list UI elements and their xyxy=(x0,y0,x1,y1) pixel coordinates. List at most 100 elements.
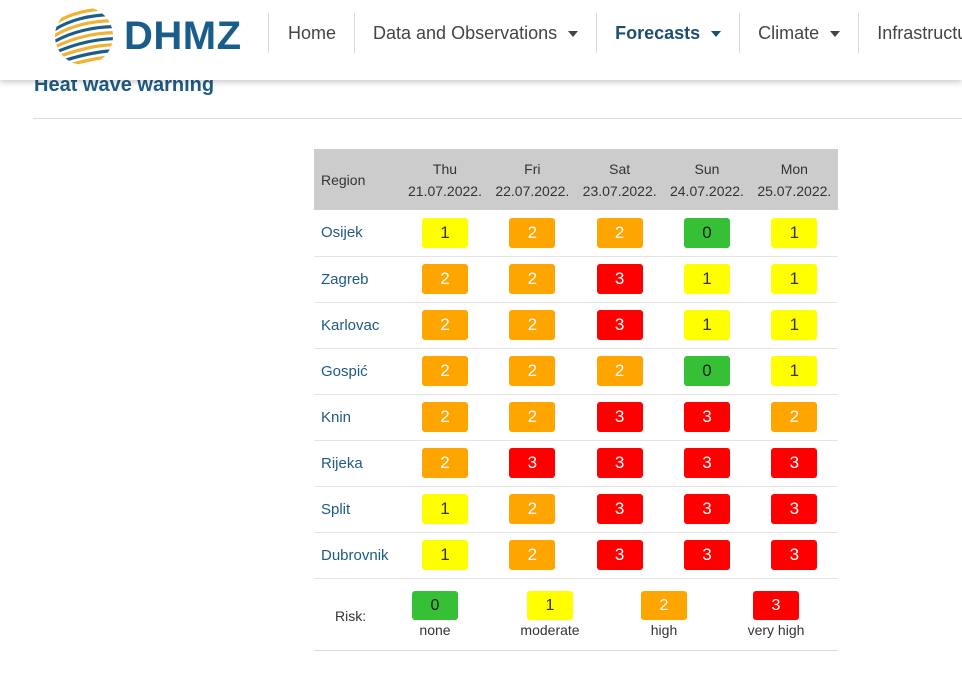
region-cell: Knin xyxy=(314,394,402,441)
risk-badge: 1 xyxy=(683,310,730,340)
region-header: Region xyxy=(314,149,402,210)
risk-badge: 3 xyxy=(683,494,730,524)
dhmz-logo[interactable]: DHMZ xyxy=(48,4,258,68)
risk-cell: 1 xyxy=(401,532,489,579)
table-header-row: Region Thu 21.07.2022. Fri 22.07.2022. Sat… xyxy=(314,149,838,210)
risk-badge: 1 xyxy=(771,264,818,294)
risk-badge: 2 xyxy=(509,494,556,524)
table-row: Osijek 1 2 2 0 1 xyxy=(314,210,838,257)
risk-cell: 2 xyxy=(488,210,576,257)
risk-badge: 0 xyxy=(412,591,458,620)
region-cell: Dubrovnik xyxy=(314,532,402,579)
risk-badge: 2 xyxy=(421,264,468,294)
risk-cell: 2 xyxy=(488,532,576,579)
risk-badge: 1 xyxy=(771,356,818,386)
risk-badge: 3 xyxy=(771,540,818,570)
nav-climate-label: Climate xyxy=(758,22,820,43)
region-cell: Zagreb xyxy=(314,256,402,303)
risk-badge: 2 xyxy=(509,217,556,248)
risk-cell: 2 xyxy=(575,210,664,257)
nav-infrastructure-label: Infrastructure xyxy=(877,22,962,43)
risk-legend: Risk: 0 none 1 moderate 2 high 3 very hi… xyxy=(314,576,838,651)
risk-cell: 3 xyxy=(575,440,664,487)
nav-data-and-observations-label: Data and Observations xyxy=(373,22,558,43)
nav-infrastructure[interactable]: Infrastructure xyxy=(858,13,962,53)
region-link[interactable]: Split xyxy=(321,500,351,518)
risk-badge: 2 xyxy=(421,448,468,478)
risk-badge: 1 xyxy=(421,217,468,248)
nav-home[interactable]: Home xyxy=(268,13,354,53)
risk-cell: 3 xyxy=(575,532,664,579)
region-link[interactable]: Gospić xyxy=(321,362,368,380)
risk-cell: 1 xyxy=(401,486,489,533)
risk-badge: 1 xyxy=(771,217,818,248)
risk-badge: 3 xyxy=(596,310,643,340)
day-header: Fri 22.07.2022. xyxy=(488,149,576,210)
dhmz-logo-icon xyxy=(55,7,113,65)
risk-badge: 0 xyxy=(683,217,730,248)
heat-wave-table: Region Thu 21.07.2022. Fri 22.07.2022. Sat… xyxy=(314,149,838,579)
table-row: Knin 2 2 3 3 2 xyxy=(314,394,838,441)
table-row: Dubrovnik 1 2 3 3 3 xyxy=(314,532,838,579)
nav-forecasts[interactable]: Forecasts xyxy=(596,13,739,53)
day-name: Sun xyxy=(694,160,720,177)
risk-cell: 2 xyxy=(401,302,489,349)
chevron-down-icon xyxy=(568,31,579,37)
risk-cell: 3 xyxy=(663,440,751,487)
region-link[interactable]: Rijeka xyxy=(321,454,363,472)
risk-badge: 2 xyxy=(596,356,643,386)
day-name: Fri xyxy=(524,160,541,177)
risk-cell: 2 xyxy=(488,486,576,533)
day-date: 22.07.2022. xyxy=(495,182,570,199)
risk-badge: 3 xyxy=(509,448,556,478)
risk-cell: 3 xyxy=(750,532,838,579)
risk-cell: 3 xyxy=(750,486,838,533)
title-divider xyxy=(33,118,962,119)
risk-badge: 3 xyxy=(596,540,643,570)
day-date: 21.07.2022. xyxy=(408,182,482,199)
region-link[interactable]: Karlovac xyxy=(321,316,380,334)
day-name: Sat xyxy=(609,160,631,177)
risk-cell: 3 xyxy=(575,394,664,441)
risk-badge: 1 xyxy=(771,310,818,340)
risk-badge: 3 xyxy=(771,494,818,524)
table-row: Gospić 2 2 2 0 1 xyxy=(314,348,838,395)
region-link[interactable]: Osijek xyxy=(321,224,363,242)
risk-badge: 2 xyxy=(596,217,643,248)
region-cell: Osijek xyxy=(314,210,402,257)
risk-badge: 2 xyxy=(421,310,468,340)
day-header: Sat 23.07.2022. xyxy=(575,149,664,210)
risk-cell: 1 xyxy=(750,348,838,395)
risk-cell: 3 xyxy=(663,532,751,579)
logo-text: DHMZ xyxy=(124,13,242,58)
legend-item-high: 2 high xyxy=(614,591,714,638)
risk-badge: 3 xyxy=(771,448,818,478)
legend-item-none: 0 none xyxy=(385,591,485,638)
nav-climate[interactable]: Climate xyxy=(739,13,858,53)
top-navbar: DHMZ Home Data and Observations Forecast… xyxy=(0,0,962,80)
risk-cell: 2 xyxy=(575,348,664,395)
legend-text: very high xyxy=(747,622,805,638)
region-link[interactable]: Knin xyxy=(321,408,352,426)
day-date: 24.07.2022. xyxy=(669,182,744,199)
risk-cell: 0 xyxy=(663,210,751,257)
risk-badge: 2 xyxy=(421,356,468,386)
region-cell: Split xyxy=(314,486,402,533)
nav-forecasts-label: Forecasts xyxy=(615,22,701,43)
risk-cell: 3 xyxy=(575,486,664,533)
risk-cell: 2 xyxy=(750,394,838,441)
risk-badge: 2 xyxy=(509,540,556,570)
risk-badge: 2 xyxy=(641,591,687,620)
nav-data-and-observations[interactable]: Data and Observations xyxy=(354,13,596,53)
table-row: Rijeka 2 3 3 3 3 xyxy=(314,440,838,487)
region-cell: Karlovac xyxy=(314,302,402,349)
risk-cell: 2 xyxy=(488,394,576,441)
risk-cell: 2 xyxy=(488,256,576,303)
risk-badge: 3 xyxy=(596,402,643,432)
region-link[interactable]: Dubrovnik xyxy=(321,546,389,564)
risk-badge: 3 xyxy=(683,402,730,432)
region-link[interactable]: Zagreb xyxy=(321,270,369,288)
nav-home-label: Home xyxy=(288,22,337,43)
risk-cell: 1 xyxy=(401,210,489,257)
legend-label: Risk: xyxy=(335,608,367,624)
